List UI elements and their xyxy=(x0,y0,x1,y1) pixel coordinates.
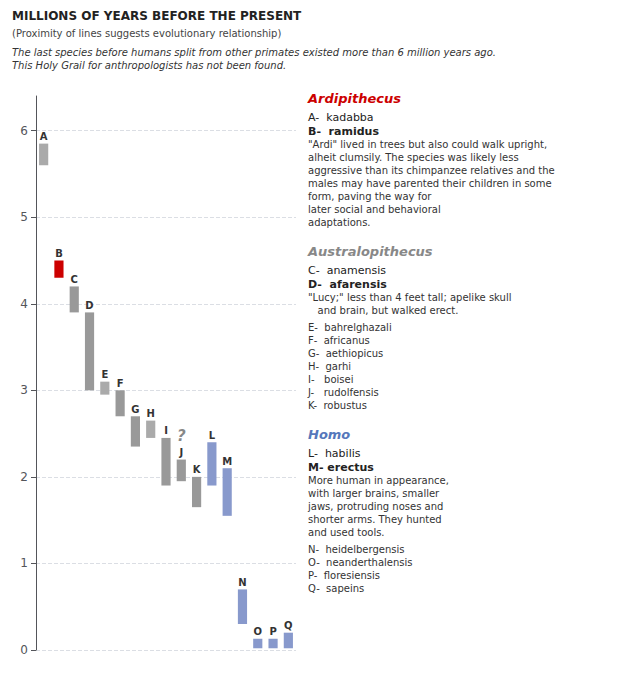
svg-text:M: M xyxy=(222,456,232,467)
svg-text:adaptations.: adaptations. xyxy=(308,217,371,228)
svg-text:G- aethiopicus: G- aethiopicus xyxy=(308,348,383,359)
svg-text:N: N xyxy=(238,577,246,588)
svg-text:L: L xyxy=(209,430,216,441)
svg-text:P: P xyxy=(269,626,276,637)
svg-text:E- bahrelghazali: E- bahrelghazali xyxy=(308,322,392,333)
svg-text:1: 1 xyxy=(20,556,28,570)
svg-text:H: H xyxy=(147,408,155,419)
svg-text:"Lucy;" less than 4 feet tall;: "Lucy;" less than 4 feet tall; apelike s… xyxy=(308,292,512,303)
svg-text:F- africanus: F- africanus xyxy=(308,335,370,346)
svg-text:later social and behavioral: later social and behavioral xyxy=(308,204,441,215)
svg-text:M- erectus: M- erectus xyxy=(308,461,374,474)
svg-text:Ardipithecus: Ardipithecus xyxy=(307,91,401,106)
svg-text:jaws, protruding noses and: jaws, protruding noses and xyxy=(307,501,443,512)
svg-text:(Proximity of lines suggests e: (Proximity of lines suggests evolutionar… xyxy=(12,28,281,39)
svg-text:and used tools.: and used tools. xyxy=(308,527,385,538)
svg-text:I: I xyxy=(164,425,168,436)
svg-text:with larger brains, smaller: with larger brains, smaller xyxy=(308,488,440,499)
svg-text:B- ramidus: B- ramidus xyxy=(308,125,379,138)
svg-text:J: J xyxy=(178,447,183,458)
svg-text:This Holy Grail for anthropolo: This Holy Grail for anthropologists has … xyxy=(12,60,286,71)
svg-text:More human in appearance,: More human in appearance, xyxy=(308,475,449,486)
svg-text:Australopithecus: Australopithecus xyxy=(307,244,433,259)
svg-text:Homo: Homo xyxy=(308,427,350,442)
svg-text:F: F xyxy=(117,378,124,389)
svg-text:B: B xyxy=(55,248,63,259)
svg-text:?: ? xyxy=(177,427,186,445)
svg-text:and brain, but walked erect.: and brain, but walked erect. xyxy=(308,305,458,316)
svg-text:Q- sapeins: Q- sapeins xyxy=(308,583,364,594)
svg-text:MILLIONS OF YEARS BEFORE THE P: MILLIONS OF YEARS BEFORE THE PRESENT xyxy=(12,9,302,23)
svg-text:E: E xyxy=(101,369,108,380)
svg-text:C- anamensis: C- anamensis xyxy=(308,264,386,277)
svg-text:P- floresiensis: P- floresiensis xyxy=(308,570,380,581)
svg-text:aggressive than its chimpanzee: aggressive than its chimpanzee relatives… xyxy=(308,165,555,176)
svg-text:N- heidelbergensis: N- heidelbergensis xyxy=(308,544,404,555)
svg-text:Q: Q xyxy=(284,620,293,631)
svg-text:"Ardi" lived in trees but also: "Ardi" lived in trees but also could wal… xyxy=(308,139,547,150)
svg-text:K: K xyxy=(193,464,202,475)
svg-text:alheit clumsily. The species w: alheit clumsily. The species was likely … xyxy=(308,152,519,163)
svg-text:form, paving the way for: form, paving the way for xyxy=(308,191,432,202)
svg-text:I- boisei: I- boisei xyxy=(308,374,353,385)
svg-text:3: 3 xyxy=(20,383,28,397)
svg-text:J- rudolfensis: J- rudolfensis xyxy=(307,387,379,398)
svg-text:G: G xyxy=(131,404,139,415)
svg-text:D: D xyxy=(85,300,93,311)
svg-text:K- robustus: K- robustus xyxy=(308,400,367,411)
svg-text:L- habilis: L- habilis xyxy=(308,447,361,460)
svg-text:6: 6 xyxy=(20,124,28,138)
svg-text:5: 5 xyxy=(20,210,28,224)
svg-text:O: O xyxy=(254,626,263,637)
svg-text:C: C xyxy=(71,274,78,285)
svg-text:2: 2 xyxy=(20,470,28,484)
svg-text:A- kadabba: A- kadabba xyxy=(308,111,374,124)
svg-text:The last species before humans: The last species before humans split fro… xyxy=(12,47,496,58)
svg-text:D- afarensis: D- afarensis xyxy=(308,278,387,291)
svg-text:shorter arms. They hunted: shorter arms. They hunted xyxy=(308,514,442,525)
svg-text:A: A xyxy=(40,131,48,142)
svg-text:0: 0 xyxy=(20,643,28,657)
svg-text:H- garhi: H- garhi xyxy=(308,361,351,372)
svg-text:4: 4 xyxy=(20,297,28,311)
svg-text:O- neanderthalensis: O- neanderthalensis xyxy=(308,557,413,568)
svg-text:males may have parented their: males may have parented their children i… xyxy=(308,178,552,189)
